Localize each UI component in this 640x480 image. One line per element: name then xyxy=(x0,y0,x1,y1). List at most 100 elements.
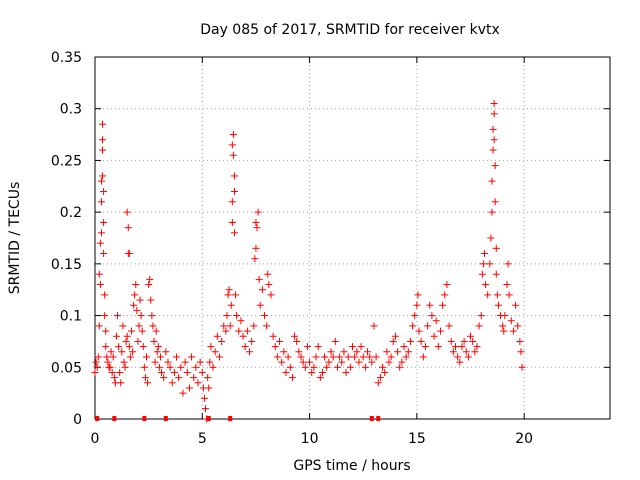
data-point xyxy=(413,301,421,309)
data-point xyxy=(136,296,144,304)
data-point xyxy=(264,270,272,278)
data-point xyxy=(146,275,154,283)
data-point xyxy=(130,301,138,309)
data-point xyxy=(492,270,500,278)
data-point xyxy=(175,374,183,382)
data-point xyxy=(116,368,124,376)
data-point xyxy=(434,343,442,351)
data-point xyxy=(228,218,236,226)
zero-marker xyxy=(206,416,211,421)
data-point xyxy=(346,363,354,371)
data-point xyxy=(333,363,341,371)
data-point xyxy=(424,322,432,330)
data-point xyxy=(436,327,444,335)
data-point xyxy=(400,343,408,351)
data-point xyxy=(267,291,275,299)
data-point xyxy=(218,337,226,345)
data-point xyxy=(494,301,502,309)
data-point xyxy=(252,244,260,252)
data-point xyxy=(471,348,479,356)
data-point xyxy=(394,348,402,356)
zero-marker xyxy=(376,416,381,421)
data-point xyxy=(488,208,496,216)
data-point xyxy=(462,348,470,356)
data-point xyxy=(383,348,391,356)
data-point xyxy=(211,348,219,356)
data-point xyxy=(149,322,157,330)
data-point xyxy=(229,131,237,139)
data-point xyxy=(126,353,134,361)
data-point xyxy=(297,353,305,361)
data-point xyxy=(137,312,145,320)
data-point xyxy=(276,337,284,345)
data-point xyxy=(460,337,468,345)
data-point xyxy=(374,379,382,387)
data-point xyxy=(391,332,399,340)
data-point xyxy=(310,363,318,371)
data-point xyxy=(491,198,499,206)
data-point xyxy=(430,332,438,340)
data-point xyxy=(96,239,104,247)
data-point xyxy=(127,327,135,335)
y-tick-label: 0.2 xyxy=(60,205,82,221)
data-point xyxy=(139,343,147,351)
data-point xyxy=(228,198,236,206)
data-point xyxy=(147,296,155,304)
data-point xyxy=(480,250,488,258)
data-point xyxy=(138,327,146,335)
data-point xyxy=(306,358,314,366)
data-point xyxy=(220,322,228,330)
data-point xyxy=(323,363,331,371)
data-point xyxy=(112,332,120,340)
data-point xyxy=(490,136,498,144)
y-tick-label: 0.25 xyxy=(51,153,82,169)
data-point xyxy=(284,353,292,361)
data-point xyxy=(357,343,365,351)
data-point xyxy=(458,343,466,351)
data-point xyxy=(445,322,453,330)
data-point xyxy=(406,337,414,345)
data-point xyxy=(237,317,245,325)
data-point xyxy=(507,317,515,325)
data-point xyxy=(478,270,486,278)
zero-marker xyxy=(95,416,100,421)
data-point xyxy=(402,353,410,361)
data-point xyxy=(278,358,286,366)
data-point xyxy=(372,353,380,361)
data-point xyxy=(381,368,389,376)
data-point xyxy=(207,343,215,351)
data-point xyxy=(243,327,251,335)
data-point xyxy=(135,322,143,330)
data-point xyxy=(366,353,374,361)
data-point xyxy=(344,353,352,361)
data-point xyxy=(439,301,447,309)
data-point xyxy=(122,337,130,345)
data-point xyxy=(261,312,269,320)
x-tick-label: 15 xyxy=(408,431,426,447)
data-point xyxy=(118,348,126,356)
data-point xyxy=(286,363,294,371)
data-point xyxy=(293,337,301,345)
data-point xyxy=(158,368,166,376)
data-point xyxy=(368,358,376,366)
data-point xyxy=(288,374,296,382)
data-point xyxy=(426,301,434,309)
data-point xyxy=(206,358,214,366)
y-tick-label: 0 xyxy=(73,412,82,428)
data-point xyxy=(230,229,238,237)
data-point xyxy=(96,281,104,289)
data-point xyxy=(415,327,423,335)
data-point xyxy=(340,348,348,356)
data-point xyxy=(385,358,393,366)
data-point xyxy=(222,327,230,335)
data-point xyxy=(489,125,497,133)
y-tick-label: 0.1 xyxy=(60,309,82,325)
data-point xyxy=(452,343,459,351)
data-point xyxy=(99,120,107,128)
data-point xyxy=(318,368,326,376)
data-point xyxy=(265,281,273,289)
data-point xyxy=(516,337,524,345)
data-point xyxy=(409,322,417,330)
data-point xyxy=(256,301,264,309)
data-point xyxy=(224,291,232,299)
